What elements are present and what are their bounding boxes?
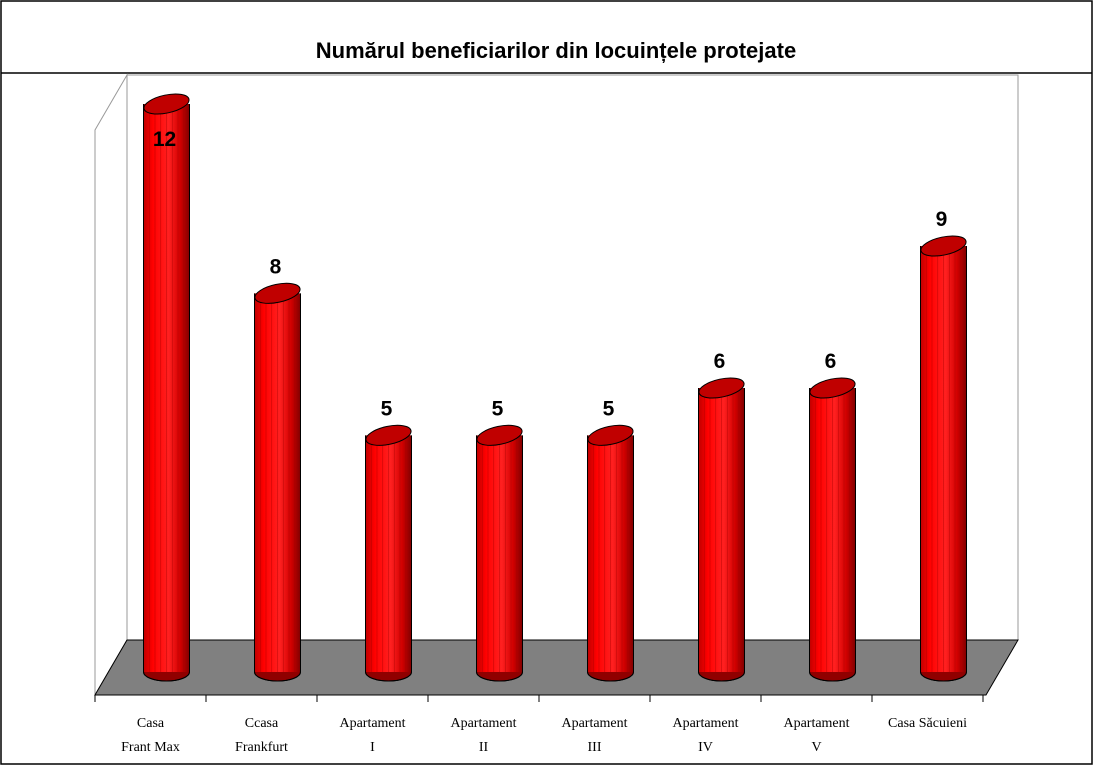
value-label: 5 <box>381 397 393 420</box>
value-label: 12 <box>153 128 176 151</box>
bar-top <box>254 282 301 304</box>
x-tick-label: Frant Max <box>121 740 180 755</box>
x-tick-label: I <box>370 740 375 755</box>
value-label: 6 <box>714 350 726 373</box>
bar-top <box>143 93 190 115</box>
bar-bottom-edge <box>476 671 523 682</box>
bar-bottom-edge <box>365 671 412 682</box>
x-tick-label: Apartament <box>450 716 516 731</box>
value-label: 8 <box>270 255 282 278</box>
bar-bottom-edge <box>920 671 967 682</box>
bar-top <box>920 235 967 257</box>
x-tick-label: II <box>479 740 489 755</box>
bar-top <box>698 377 745 399</box>
x-tick-label: IV <box>698 740 713 755</box>
chart-title: Numărul beneficiarilor din locuințele pr… <box>316 38 796 63</box>
x-tick-label: Apartament <box>561 716 627 731</box>
x-tick-label: Apartament <box>672 716 738 731</box>
bar-top <box>365 424 412 446</box>
value-label: 5 <box>492 397 504 420</box>
x-tick-label: Casa <box>137 716 165 731</box>
x-tick-label: Apartament <box>783 716 849 731</box>
bar-bottom-edge <box>698 671 745 682</box>
side-wall <box>94 73 128 697</box>
bar-top <box>476 424 523 446</box>
bar-top <box>587 424 634 446</box>
bar-bottom-edge <box>254 671 301 682</box>
value-label: 9 <box>936 208 948 231</box>
x-tick-label: Ccasa <box>245 716 279 731</box>
value-label: 6 <box>825 350 837 373</box>
x-tick-label: V <box>811 740 821 755</box>
floor <box>94 639 1019 696</box>
bar-bottom-edge <box>587 671 634 682</box>
value-label: 5 <box>603 397 615 420</box>
x-tick-label: Casa Săcuieni <box>888 716 967 731</box>
x-tick-label: Apartament <box>339 716 405 731</box>
bar-bottom-edge <box>143 671 190 682</box>
bar-bottom-edge <box>809 671 856 682</box>
x-tick-label: III <box>588 740 602 755</box>
x-tick-label: Frankfurt <box>235 740 288 755</box>
bar-top <box>809 377 856 399</box>
